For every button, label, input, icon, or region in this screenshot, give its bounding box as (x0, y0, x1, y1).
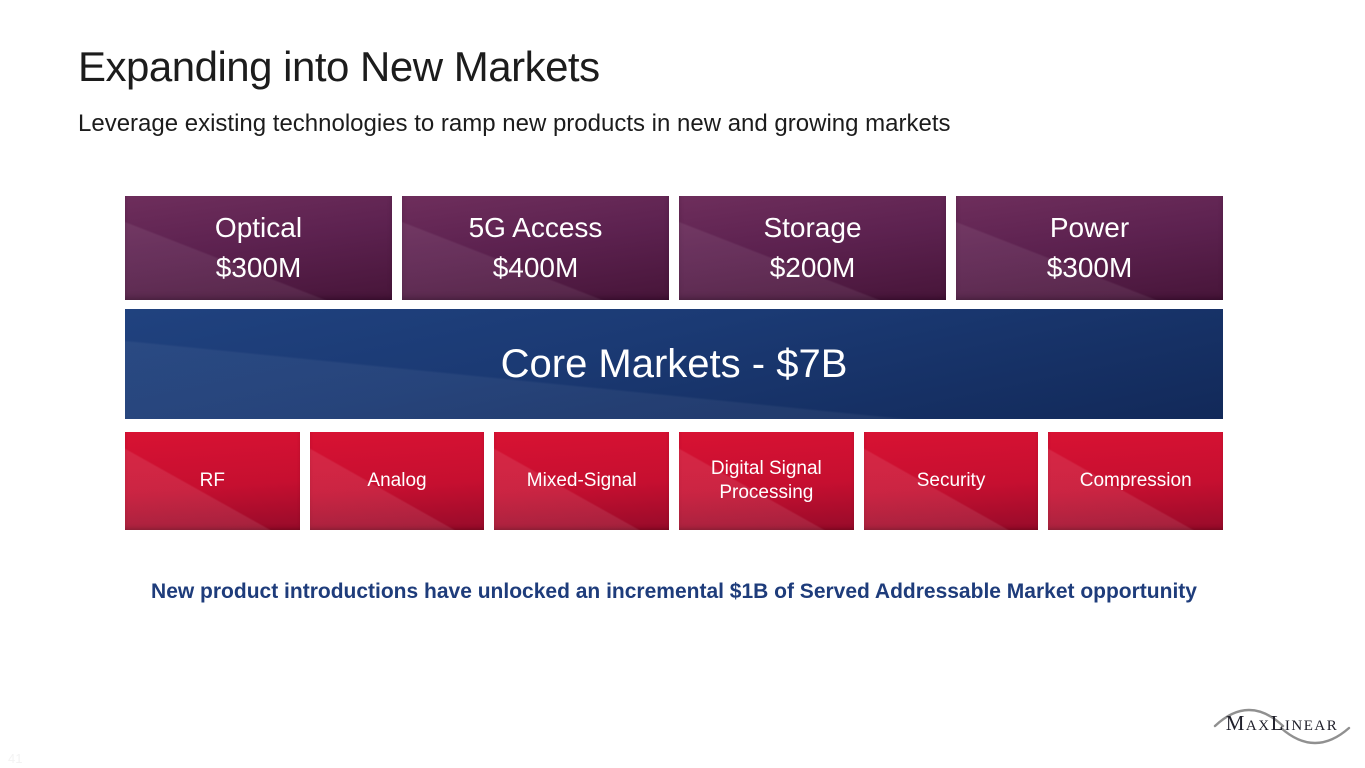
logo-letter: L (1270, 711, 1285, 735)
diagram: Optical $300M 5G Access $400M Storage $2… (125, 196, 1224, 604)
tech-label: Analog (367, 470, 427, 492)
market-box-optical: Optical $300M (125, 196, 392, 300)
page-subtitle: Leverage existing technologies to ramp n… (78, 110, 951, 137)
tech-label: RF (199, 470, 225, 492)
tech-label: Digital Signal Processing (710, 458, 822, 503)
market-name: Power (1049, 212, 1130, 244)
logo-letter: M (1225, 711, 1246, 735)
logo-letters: AX (1245, 718, 1271, 734)
market-value: $400M (492, 252, 579, 283)
core-markets-label: Core Markets - $7B (500, 341, 848, 386)
logo-wordmark: MAXLINEAR (1211, 712, 1353, 737)
market-box-storage: Storage $200M (679, 196, 946, 300)
tech-box-rf: RF (125, 432, 300, 530)
market-box-power: Power $300M (956, 196, 1223, 300)
tech-box-dsp: Digital Signal Processing (679, 432, 854, 530)
market-name: Storage (763, 212, 862, 244)
logo-letters: INEAR (1284, 718, 1339, 734)
core-markets-bar: Core Markets - $7B (125, 309, 1223, 419)
maxlinear-logo: MAXLINEAR (1211, 690, 1353, 754)
page-number: 41 (8, 751, 23, 766)
market-value: $300M (215, 252, 302, 283)
market-box-5g-access: 5G Access $400M (402, 196, 669, 300)
callout-text: New product introductions have unlocked … (151, 580, 1197, 603)
logo-wave-icon (1213, 708, 1351, 745)
market-name: Optical (214, 212, 303, 244)
tech-box-analog: Analog (309, 432, 485, 530)
market-value: $200M (769, 252, 856, 283)
tech-box-security: Security (863, 432, 1039, 530)
tech-label: Mixed-Signal (526, 470, 637, 492)
market-value: $300M (1046, 252, 1133, 283)
tech-box-compression: Compression (1048, 432, 1224, 530)
tech-label: Compression (1079, 470, 1192, 492)
market-name: 5G Access (468, 212, 603, 244)
technologies-row: RF Analog Mixed-Signal Digital Signal Pr… (125, 432, 1224, 530)
tech-box-mixed-signal: Mixed-Signal (494, 432, 670, 530)
new-markets-row: Optical $300M 5G Access $400M Storage $2… (125, 196, 1223, 300)
tech-label: Security (916, 470, 986, 492)
page-title: Expanding into New Markets (78, 43, 600, 90)
